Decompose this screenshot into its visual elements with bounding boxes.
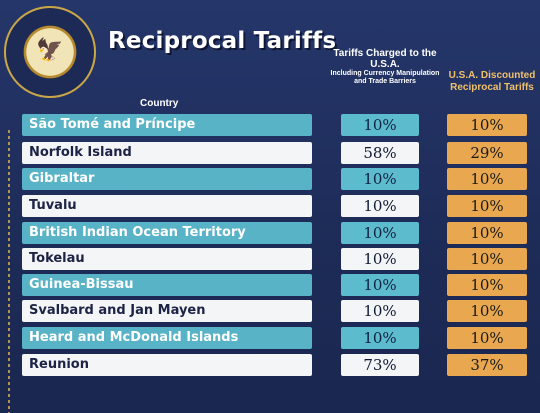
page-title: Reciprocal Tariffs [108, 28, 337, 54]
presidential-seal: 🦅 [4, 6, 96, 98]
country-name: Tokelau [22, 248, 312, 270]
charged-tariff: 73% [341, 354, 419, 376]
discounted-tariff: 10% [447, 195, 527, 217]
country-name: Guinea-Bissau [22, 274, 312, 296]
discounted-tariff: 37% [447, 354, 527, 376]
charged-tariff: 10% [341, 168, 419, 190]
country-header: Country [140, 98, 179, 109]
charged-tariff: 10% [341, 222, 419, 244]
charged-tariff: 10% [341, 114, 419, 136]
charged-header: Tariffs Charged to the U.S.A. Including … [330, 48, 440, 86]
charged-tariff: 10% [341, 195, 419, 217]
charged-tariff: 10% [341, 327, 419, 349]
discounted-tariff: 10% [447, 114, 527, 136]
discounted-tariff: 10% [447, 274, 527, 296]
country-name: Norfolk Island [22, 142, 312, 164]
charged-tariff: 10% [341, 274, 419, 296]
country-name: Svalbard and Jan Mayen [22, 300, 312, 322]
country-name: British Indian Ocean Territory [22, 222, 312, 244]
charged-tariff: 10% [341, 300, 419, 322]
charged-tariff: 58% [341, 142, 419, 164]
discounted-tariff: 10% [447, 168, 527, 190]
charged-header-main: Tariffs Charged to the U.S.A. [333, 48, 437, 70]
discounted-tariff: 10% [447, 222, 527, 244]
discounted-tariff: 10% [447, 300, 527, 322]
discounted-tariff: 10% [447, 327, 527, 349]
country-name: Gibraltar [22, 168, 312, 190]
eagle-icon: 🦅 [36, 38, 64, 63]
reunion-bar [22, 354, 312, 376]
gold-border [8, 130, 10, 413]
discounted-tariff: 29% [447, 142, 527, 164]
country-name: São Tomé and Príncipe [22, 114, 312, 136]
country-name: Reunion [29, 357, 89, 372]
discounted-header: U.S.A. Discounted Reciprocal Tariffs [448, 70, 536, 93]
charged-header-sub: Including Currency Manipulation and Trad… [330, 70, 440, 85]
country-name: Heard and McDonald Islands [22, 327, 312, 349]
charged-tariff: 10% [341, 248, 419, 270]
country-name: Tuvalu [22, 195, 312, 217]
discounted-tariff: 10% [447, 248, 527, 270]
